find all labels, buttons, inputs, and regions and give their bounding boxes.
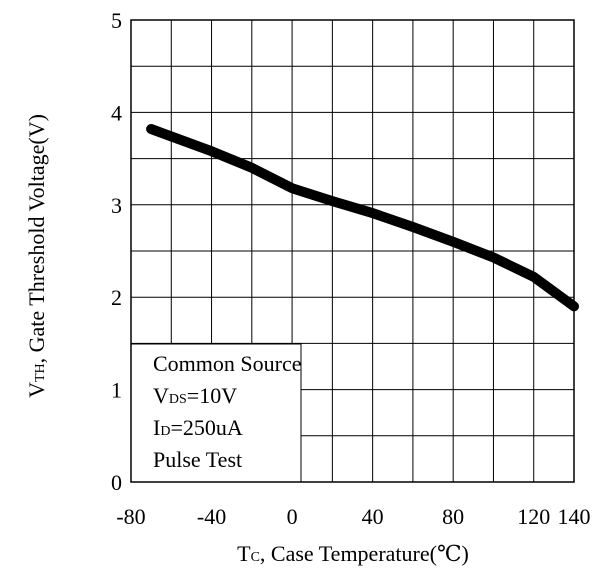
legend-line-main: V [153, 383, 169, 408]
y-tick-label: 4 [111, 100, 122, 125]
plot-area-frame [130, 19, 575, 483]
legend-box: Common Source VDS=10V ID=250uA Pulse Test [130, 343, 302, 483]
x-tick-label: 40 [362, 504, 384, 529]
y-tick-label: 3 [111, 193, 122, 218]
legend-line-main: Common Source [153, 351, 302, 376]
x-tick-label: -80 [116, 504, 145, 529]
y-tick-label: 1 [111, 378, 122, 403]
series-lines [146, 124, 579, 312]
y-tick-label: 2 [111, 285, 122, 310]
legend-line: Common Source [153, 351, 302, 376]
legend-line-sub: D [160, 424, 170, 439]
x-axis-label-rest: , Case Temperature(℃) [260, 541, 469, 566]
legend-line: Pulse Test [153, 447, 242, 472]
x-tick-label: 0 [287, 504, 298, 529]
y-tick-label: 0 [111, 470, 122, 495]
x-tick-label: 80 [442, 504, 464, 529]
x-tick-labels: -80 -40 0 40 80 120 140 [116, 504, 590, 529]
x-tick-label: 140 [558, 504, 591, 529]
x-axis-label-main: T [237, 541, 251, 566]
legend-line-rest: =10V [187, 383, 237, 408]
y-axis-label: VTH, Gate Threshold Voltage(V) [24, 114, 49, 398]
legend-line: ID=250uA [153, 415, 243, 440]
y-axis-label-main: V [24, 382, 49, 398]
legend-line-sub: DS [169, 392, 187, 407]
x-tick-label: 120 [517, 504, 550, 529]
y-tick-label: 5 [111, 8, 122, 33]
x-tick-label: -40 [197, 504, 226, 529]
legend-line-main: I [153, 415, 160, 440]
y-tick-labels: 0 1 2 3 4 5 [111, 8, 122, 495]
legend-line: VDS=10V [153, 383, 237, 408]
legend-line-main: Pulse Test [153, 447, 242, 472]
series-line [146, 124, 579, 312]
y-axis-label-rest: , Gate Threshold Voltage(V) [24, 114, 49, 363]
legend-frame [130, 343, 302, 483]
x-axis-label: TC, Case Temperature(℃) [237, 541, 469, 566]
legend-line-rest: =250uA [170, 415, 242, 440]
x-axis-label-sub: C [251, 550, 260, 565]
y-axis-label-sub: TH [33, 363, 48, 382]
